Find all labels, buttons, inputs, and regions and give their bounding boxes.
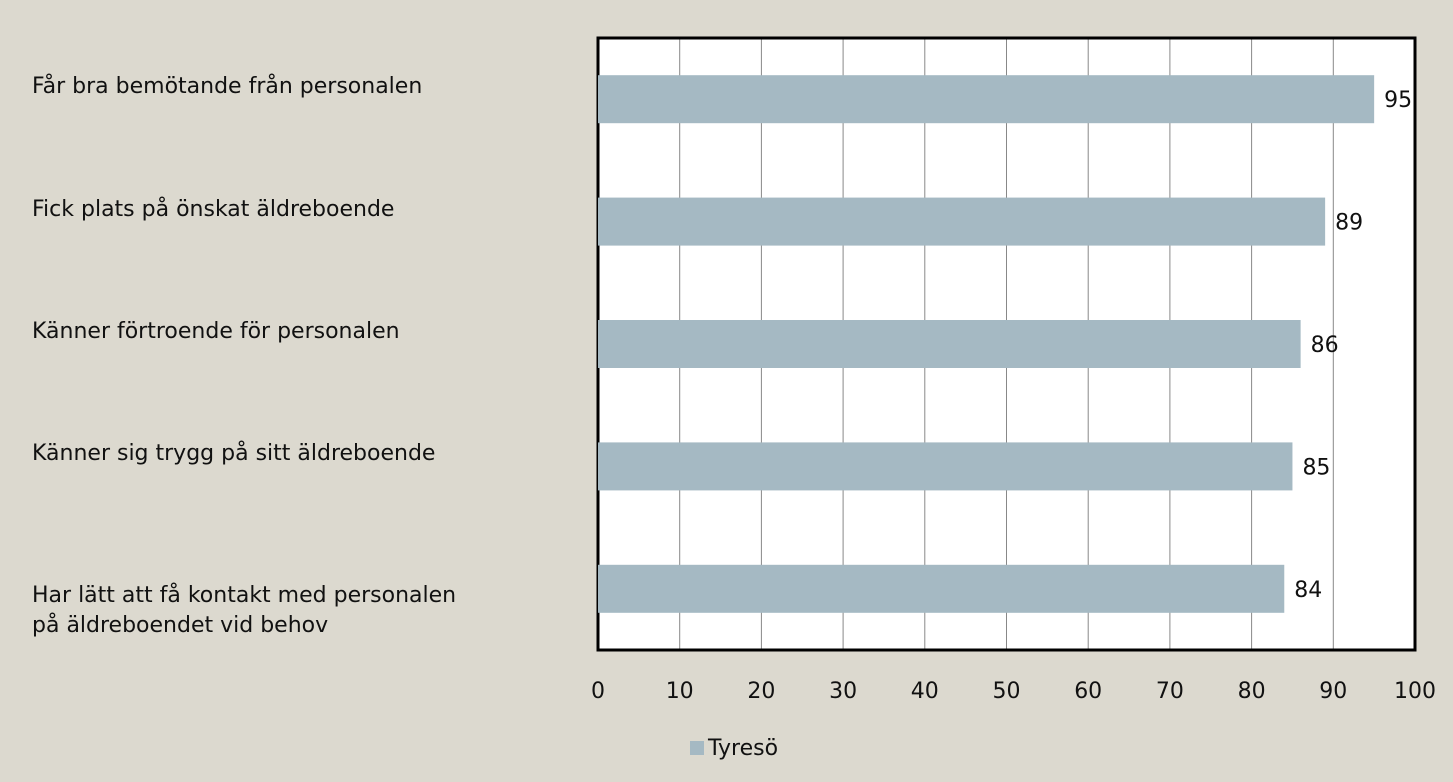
x-tick-label: 40 [911, 679, 939, 704]
data-label: 89 [1335, 211, 1363, 236]
category-label: Har lätt att få kontakt med personalen p… [32, 582, 457, 638]
x-tick-label: 20 [747, 679, 775, 704]
bar [598, 75, 1375, 124]
x-tick-label: 80 [1238, 679, 1266, 704]
x-tick-label: 10 [666, 679, 694, 704]
x-tick-label: 70 [1156, 679, 1184, 704]
x-tick-label: 100 [1394, 679, 1436, 704]
legend-label: Tyresö [707, 736, 778, 761]
x-tick-label: 60 [1074, 679, 1102, 704]
x-tick-label: 50 [993, 679, 1021, 704]
category-label: Får bra bemötande från personalen [32, 74, 423, 100]
data-label: 84 [1294, 578, 1322, 603]
legend-swatch [690, 741, 704, 755]
category-label: Känner förtroende för personalen [32, 319, 400, 344]
x-tick-label: 30 [829, 679, 857, 704]
category-label: Känner sig trygg på sitt äldreboende [32, 441, 436, 467]
bar [598, 564, 1285, 613]
bar [598, 442, 1293, 491]
x-tick-label: 90 [1319, 679, 1347, 704]
data-label: 86 [1311, 333, 1339, 358]
bar [598, 320, 1301, 368]
data-label: 85 [1302, 455, 1330, 480]
category-label: Fick plats på önskat äldreboende [32, 196, 395, 222]
data-label: 95 [1384, 88, 1412, 113]
x-tick-label: 0 [591, 679, 605, 704]
bar [598, 197, 1326, 246]
